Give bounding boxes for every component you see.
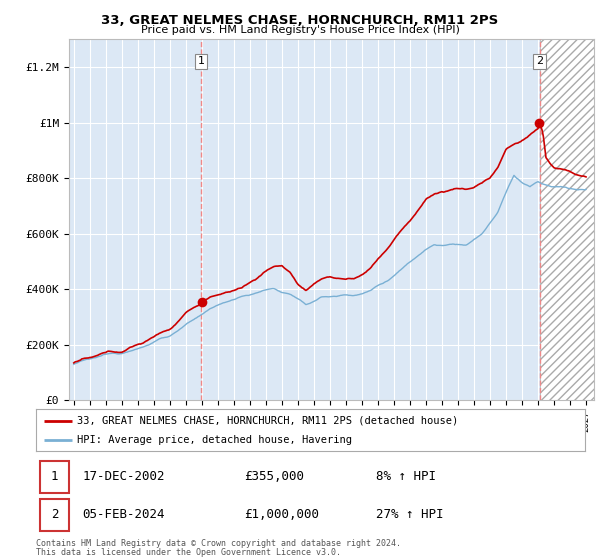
Text: 33, GREAT NELMES CHASE, HORNCHURCH, RM11 2PS: 33, GREAT NELMES CHASE, HORNCHURCH, RM11… (101, 14, 499, 27)
Text: 8% ↑ HPI: 8% ↑ HPI (376, 470, 436, 483)
Text: 27% ↑ HPI: 27% ↑ HPI (376, 508, 444, 521)
Text: 05-FEB-2024: 05-FEB-2024 (83, 508, 165, 521)
Text: 2: 2 (51, 508, 58, 521)
Text: 17-DEC-2002: 17-DEC-2002 (83, 470, 165, 483)
Text: 33, GREAT NELMES CHASE, HORNCHURCH, RM11 2PS (detached house): 33, GREAT NELMES CHASE, HORNCHURCH, RM11… (77, 416, 458, 426)
FancyBboxPatch shape (40, 460, 69, 493)
Text: 1: 1 (51, 470, 58, 483)
Text: HPI: Average price, detached house, Havering: HPI: Average price, detached house, Have… (77, 435, 352, 445)
FancyBboxPatch shape (40, 498, 69, 531)
Bar (539, 39, 600, 400)
Text: £1,000,000: £1,000,000 (245, 508, 320, 521)
Text: This data is licensed under the Open Government Licence v3.0.: This data is licensed under the Open Gov… (36, 548, 341, 557)
Text: Contains HM Land Registry data © Crown copyright and database right 2024.: Contains HM Land Registry data © Crown c… (36, 539, 401, 548)
Text: Price paid vs. HM Land Registry's House Price Index (HPI): Price paid vs. HM Land Registry's House … (140, 25, 460, 35)
Text: £355,000: £355,000 (245, 470, 305, 483)
Text: 1: 1 (198, 57, 205, 67)
Text: 2: 2 (536, 57, 543, 67)
Bar (69, 39, 539, 400)
